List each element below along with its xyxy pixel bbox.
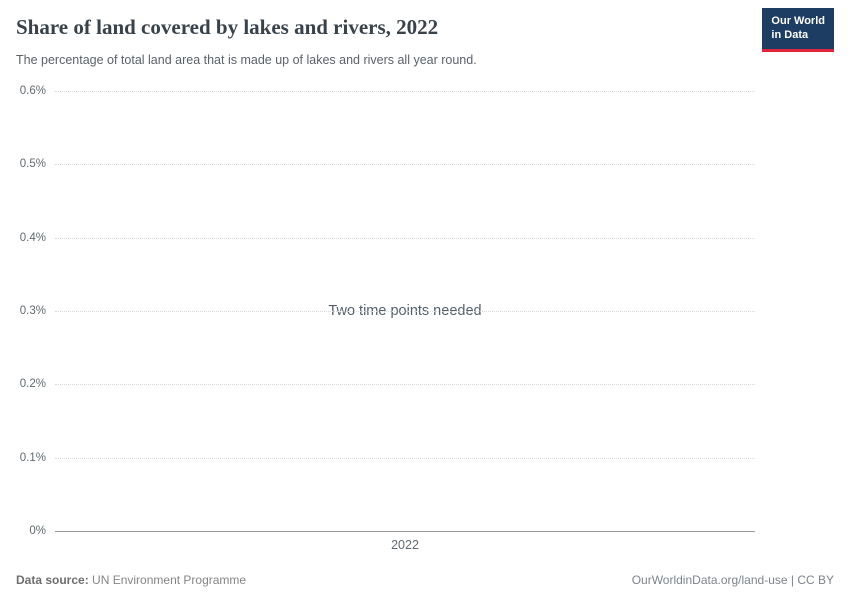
y-axis-tick-label: 0.1% <box>19 451 46 464</box>
chart-footer: Data source: UN Environment Programme Ou… <box>16 573 834 587</box>
y-axis-tick-label: 0.4% <box>19 231 46 244</box>
chart-title: Share of land covered by lakes and river… <box>16 15 439 39</box>
owid-logo-line1: Our World <box>771 15 825 27</box>
y-axis-tick-label: 0.2% <box>19 378 46 391</box>
data-source-value: UN Environment Programme <box>92 573 247 587</box>
owid-logo[interactable]: Our World in Data <box>762 8 834 52</box>
y-axis-tick-label: 0.3% <box>19 305 46 317</box>
x-axis-tick-label: 2022 <box>391 538 419 552</box>
y-axis-tick-label: 0% <box>29 525 46 537</box>
y-axis-tick-label: 0.6% <box>19 85 46 97</box>
plot-area: Two time points needed 2022 0% 0.1% 0.2% 0.… <box>16 85 755 552</box>
data-source-label: Data source: <box>16 573 89 587</box>
data-source: Data source: UN Environment Programme <box>16 573 246 587</box>
owid-logo-line2: in Data <box>771 29 809 42</box>
gridline <box>55 91 755 92</box>
y-axis-tick-label: 0.5% <box>19 158 46 171</box>
x-axis-line <box>55 531 755 532</box>
footer-credit-link[interactable]: OurWorldinData.org/land-use | CC BY <box>631 573 834 587</box>
gridline <box>55 311 755 312</box>
gridline <box>55 457 755 459</box>
gridline <box>55 164 755 166</box>
gridline <box>55 384 755 386</box>
chart-subtitle: The percentage of total land area that i… <box>16 53 477 67</box>
gridline <box>55 237 755 239</box>
